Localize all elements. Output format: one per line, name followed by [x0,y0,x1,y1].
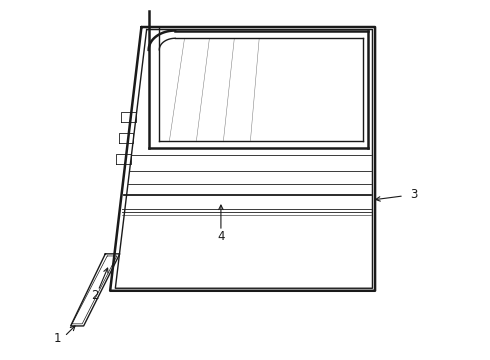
Text: 3: 3 [411,188,418,201]
Text: 4: 4 [217,230,225,243]
Text: 1: 1 [53,332,61,346]
Text: 2: 2 [91,289,98,302]
